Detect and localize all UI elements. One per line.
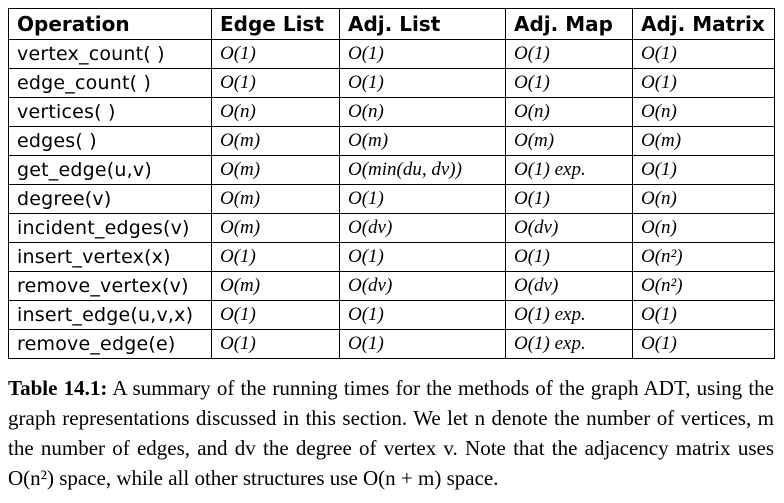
table-row: edge_count( ) O(1) O(1) O(1) O(1) xyxy=(8,68,775,98)
complexity-cell: O(dv) xyxy=(339,213,506,243)
complexity-cell: O(1) xyxy=(211,68,340,98)
complexity-cell: O(n) xyxy=(632,213,775,243)
table-row: insert_edge(u,v,x) O(1) O(1) O(1) exp. O(1) xyxy=(8,300,775,330)
complexity-cell: O(1) xyxy=(632,39,775,69)
operation-cell: insert_edge(u,v,x) xyxy=(8,300,212,330)
operation-cell: remove_edge(e) xyxy=(8,329,212,359)
complexity-cell: O(1) xyxy=(505,39,633,69)
operation-cell: vertex_count( ) xyxy=(8,39,212,69)
complexity-cell: O(dv) xyxy=(505,271,633,301)
complexity-table: Operation Edge List Adj. List Adj. Map A… xyxy=(8,8,775,359)
table-row: vertices( ) O(n) O(n) O(n) O(n) xyxy=(8,97,775,127)
complexity-cell: O(m) xyxy=(211,184,340,214)
operation-cell: get_edge(u,v) xyxy=(8,155,212,185)
operation-cell: insert_vertex(x) xyxy=(8,242,212,272)
operation-cell: remove_vertex(v) xyxy=(8,271,212,301)
complexity-cell: O(n²) xyxy=(632,242,775,272)
complexity-cell: O(1) xyxy=(632,300,775,330)
complexity-cell: O(dv) xyxy=(339,271,506,301)
header-adj-map: Adj. Map xyxy=(505,8,633,40)
complexity-cell: O(n) xyxy=(211,97,340,127)
complexity-cell: O(1) exp. xyxy=(505,329,633,359)
table-row: remove_vertex(v) O(m) O(dv) O(dv) O(n²) xyxy=(8,271,775,301)
table-body: vertex_count( ) O(1) O(1) O(1) O(1) edge_coun… xyxy=(8,39,775,359)
complexity-cell: O(n²) xyxy=(632,271,775,301)
complexity-cell: O(m) xyxy=(211,155,340,185)
complexity-cell: O(m) xyxy=(632,126,775,156)
complexity-cell: O(min(du, dv)) xyxy=(339,155,506,185)
complexity-cell: O(1) xyxy=(505,68,633,98)
complexity-cell: O(1) xyxy=(339,68,506,98)
complexity-cell: O(m) xyxy=(505,126,633,156)
table-row: degree(v) O(m) O(1) O(1) O(n) xyxy=(8,184,775,214)
table-row: edges( ) O(m) O(m) O(m) O(m) xyxy=(8,126,775,156)
operation-cell: vertices( ) xyxy=(8,97,212,127)
complexity-cell: O(dv) xyxy=(505,213,633,243)
operation-cell: edges( ) xyxy=(8,126,212,156)
header-edge-list: Edge List xyxy=(211,8,340,40)
complexity-cell: O(m) xyxy=(211,213,340,243)
header-adj-list: Adj. List xyxy=(339,8,506,40)
complexity-cell: O(n) xyxy=(632,97,775,127)
table-row: vertex_count( ) O(1) O(1) O(1) O(1) xyxy=(8,39,775,69)
table-row: insert_vertex(x) O(1) O(1) O(1) O(n²) xyxy=(8,242,775,272)
complexity-cell: O(1) xyxy=(632,68,775,98)
complexity-cell: O(m) xyxy=(339,126,506,156)
table-caption: Table 14.1: A summary of the running tim… xyxy=(8,373,774,493)
complexity-cell: O(1) xyxy=(211,300,340,330)
complexity-cell: O(m) xyxy=(211,126,340,156)
complexity-cell: O(1) xyxy=(339,39,506,69)
complexity-table-container: Operation Edge List Adj. List Adj. Map A… xyxy=(8,8,775,359)
table-row: get_edge(u,v) O(m) O(min(du, dv)) O(1) exp.… xyxy=(8,155,775,185)
operation-cell: incident_edges(v) xyxy=(8,213,212,243)
caption-label: Table 14.1: xyxy=(8,376,108,400)
header-adj-matrix: Adj. Matrix xyxy=(632,8,775,40)
complexity-cell: O(1) xyxy=(632,329,775,359)
operation-cell: edge_count( ) xyxy=(8,68,212,98)
complexity-cell: O(1) xyxy=(211,329,340,359)
complexity-cell: O(1) xyxy=(339,300,506,330)
operation-cell: degree(v) xyxy=(8,184,212,214)
complexity-cell: O(n) xyxy=(339,97,506,127)
table-row: remove_edge(e) O(1) O(1) O(1) exp. O(1) xyxy=(8,329,775,359)
complexity-cell: O(1) xyxy=(339,242,506,272)
table-row: incident_edges(v) O(m) O(dv) O(dv) O(n) xyxy=(8,213,775,243)
complexity-cell: O(1) xyxy=(339,329,506,359)
complexity-cell: O(m) xyxy=(211,271,340,301)
complexity-cell: O(1) exp. xyxy=(505,155,633,185)
complexity-cell: O(1) exp. xyxy=(505,300,633,330)
complexity-cell: O(n) xyxy=(632,184,775,214)
complexity-cell: O(1) xyxy=(505,242,633,272)
complexity-cell: O(1) xyxy=(211,242,340,272)
header-operation: Operation xyxy=(8,8,212,40)
caption-text: A summary of the running times for the m… xyxy=(8,376,774,490)
complexity-cell: O(1) xyxy=(211,39,340,69)
complexity-cell: O(n) xyxy=(505,97,633,127)
table-header-row: Operation Edge List Adj. List Adj. Map A… xyxy=(8,8,775,40)
complexity-cell: O(1) xyxy=(505,184,633,214)
complexity-cell: O(1) xyxy=(339,184,506,214)
complexity-cell: O(1) xyxy=(632,155,775,185)
